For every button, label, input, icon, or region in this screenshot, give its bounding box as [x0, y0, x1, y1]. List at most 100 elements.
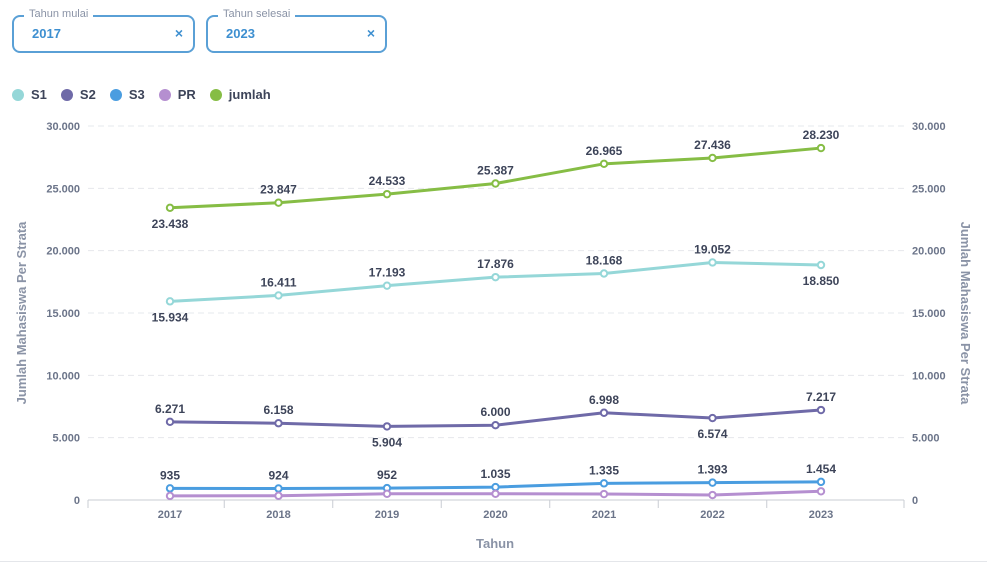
- x-tick-label: 2021: [592, 509, 616, 521]
- data-label-jumlah: 26.965: [586, 144, 623, 158]
- data-label-s2: 6.271: [155, 402, 185, 416]
- y-tick-label-right: 0: [912, 495, 918, 507]
- legend-item-s3[interactable]: S3: [109, 87, 145, 102]
- y-tick-label-left: 20.000: [46, 246, 80, 258]
- x-tick-label: 2022: [700, 509, 724, 521]
- legend-dot-icon: [12, 88, 24, 101]
- y-tick-label-right: 15.000: [912, 308, 946, 320]
- data-point-s2: [382, 422, 392, 431]
- y-tick-label-left: 5.000: [52, 433, 80, 445]
- data-label-jumlah: 23.847: [260, 183, 297, 197]
- legend-dot-icon: [158, 88, 171, 101]
- x-tick-label: 2023: [809, 509, 833, 521]
- end-year-label: Tahun selesai: [218, 8, 296, 20]
- data-point-s2: [599, 408, 609, 417]
- data-label-jumlah: 24.533: [369, 174, 406, 188]
- data-label-s1: 19.052: [694, 242, 731, 256]
- data-point-jumlah: [165, 203, 175, 213]
- y-tick-label-left: 30.000: [46, 121, 80, 133]
- data-label-s1: 17.876: [477, 257, 514, 271]
- data-point-jumlah: [708, 153, 717, 163]
- start-year-value[interactable]: 2017: [32, 26, 61, 41]
- legend-item-jumlah[interactable]: jumlah: [209, 87, 271, 102]
- data-label-s2: 5.904: [372, 435, 402, 449]
- data-point-jumlah: [274, 198, 283, 207]
- start-year-label: Tahun mulai: [24, 8, 94, 20]
- data-point-jumlah: [382, 189, 392, 199]
- legend-item-s1[interactable]: S1: [12, 87, 47, 102]
- data-point-s1: [165, 297, 175, 306]
- data-label-s1: 17.193: [369, 266, 406, 280]
- data-label-s1: 18.168: [586, 254, 623, 268]
- end-year-filter[interactable]: Tahun selesai 2023 ×: [206, 8, 387, 53]
- y-tick-label-right: 5.000: [912, 433, 940, 445]
- y-tick-label-left: 15.000: [46, 308, 80, 320]
- x-tick-label: 2019: [375, 509, 399, 521]
- y-tick-label-left: 10.000: [46, 370, 80, 382]
- end-year-value[interactable]: 2023: [226, 26, 255, 41]
- data-point-pr: [165, 491, 175, 501]
- data-point-jumlah: [491, 179, 500, 188]
- y-tick-label-left: 0: [74, 495, 80, 507]
- data-point-s1: [274, 291, 283, 300]
- data-label-s3: 952: [377, 468, 397, 482]
- legend-item-s2[interactable]: S2: [60, 87, 96, 102]
- legend-label: S3: [128, 87, 145, 102]
- x-axis-title: Tahun: [476, 536, 514, 551]
- y-tick-label-right: 10.000: [912, 370, 946, 382]
- data-point-pr: [599, 489, 609, 499]
- data-point-s1: [382, 281, 392, 290]
- legend-dot-icon: [109, 88, 122, 101]
- data-point-pr: [491, 489, 500, 498]
- data-point-s2: [491, 421, 500, 430]
- legend-label: PR: [177, 87, 196, 102]
- data-label-s3: 1.393: [697, 463, 727, 477]
- data-point-s3: [708, 478, 717, 487]
- data-point-s1: [599, 269, 609, 278]
- data-point-pr: [816, 487, 826, 496]
- y-axis-title-right: Jumlah Mahasiswa Per Strata: [958, 222, 973, 406]
- x-tick-label: 2020: [483, 509, 507, 521]
- data-point-pr: [708, 490, 717, 500]
- y-tick-label-left: 25.000: [46, 183, 80, 195]
- data-label-s3: 1.335: [589, 463, 619, 477]
- clear-start-year-icon[interactable]: ×: [174, 25, 183, 41]
- data-point-s3: [599, 479, 609, 488]
- legend-dot-icon: [60, 88, 73, 101]
- data-label-s2: 6.158: [263, 403, 293, 417]
- data-label-jumlah: 25.387: [477, 164, 514, 178]
- data-point-s3: [491, 482, 500, 492]
- data-point-pr: [274, 491, 283, 500]
- start-year-filter[interactable]: Tahun mulai 2017 ×: [12, 8, 195, 53]
- data-point-s3: [165, 484, 175, 493]
- y-tick-label-right: 20.000: [912, 246, 946, 258]
- data-point-s1: [491, 272, 500, 282]
- data-point-s2: [165, 417, 175, 427]
- x-tick-label: 2017: [158, 509, 182, 521]
- data-point-s3: [816, 477, 826, 487]
- data-label-s1: 16.411: [260, 275, 296, 289]
- data-point-s2: [816, 405, 826, 415]
- data-point-s1: [816, 260, 826, 270]
- legend-item-pr[interactable]: PR: [158, 87, 196, 102]
- data-label-jumlah: 27.436: [694, 138, 731, 152]
- data-label-s2: 6.000: [480, 405, 510, 419]
- legend-label: jumlah: [228, 87, 271, 102]
- y-axis-title-left: Jumlah Mahasiswa Per Strata: [14, 221, 29, 405]
- data-point-s1: [708, 258, 717, 267]
- data-label-s3: 924: [268, 468, 288, 482]
- data-label-s3: 1.454: [806, 462, 836, 476]
- data-label-s1: 18.850: [803, 274, 840, 288]
- legend-dot-icon: [209, 88, 222, 101]
- data-point-jumlah: [599, 159, 609, 169]
- data-label-s1: 15.934: [152, 310, 189, 324]
- bottom-divider: [0, 561, 987, 562]
- series-line-jumlah: [168, 146, 823, 210]
- data-label-s2: 6.574: [697, 427, 727, 441]
- chart-legend: S1 S2 S3 PR jumlah: [12, 87, 271, 102]
- data-point-pr: [382, 489, 392, 498]
- data-label-jumlah: 23.438: [152, 217, 189, 231]
- clear-end-year-icon[interactable]: ×: [366, 25, 375, 41]
- y-tick-label-right: 30.000: [912, 121, 946, 133]
